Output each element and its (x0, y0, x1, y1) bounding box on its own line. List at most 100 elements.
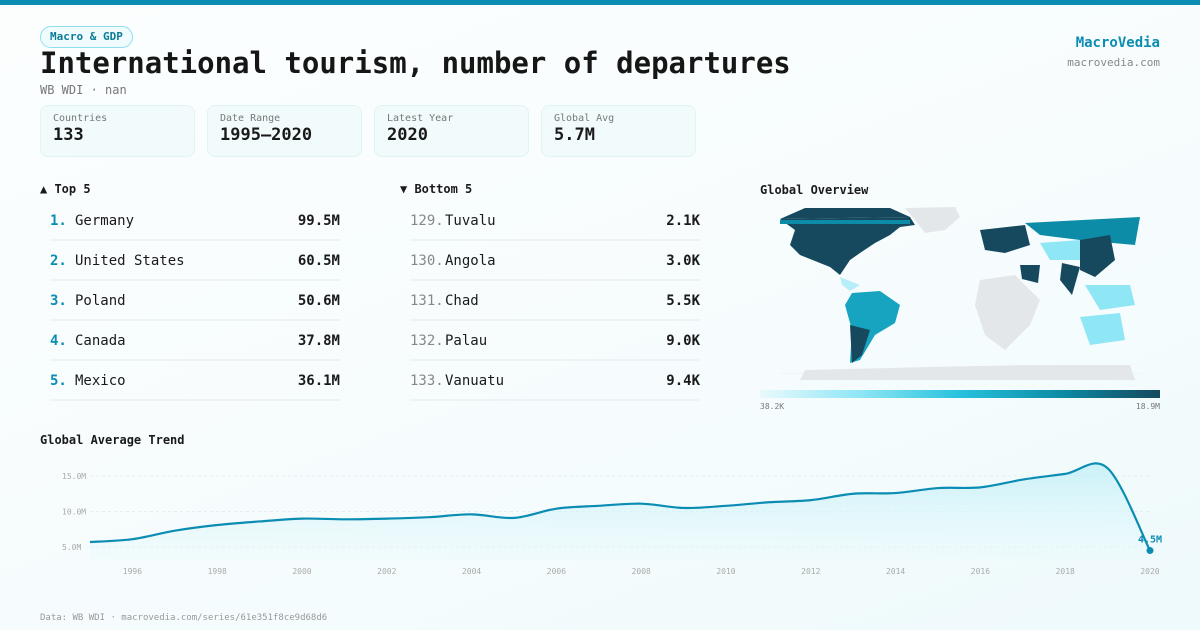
stat-value: 133 (53, 125, 84, 145)
country-name: Vanuatu (445, 373, 505, 389)
southeast-asia[interactable] (1085, 285, 1135, 310)
stat-label: Latest Year (387, 113, 454, 124)
bottom-list-item[interactable]: 129.Tuvalu 2.1K (410, 201, 700, 241)
stat-value: 1995–2020 (220, 125, 313, 145)
x-tick-label: 2016 (971, 567, 990, 576)
stat-latest-year: Latest Year 2020 (374, 105, 529, 157)
country-value: 36.1M (297, 373, 340, 389)
russia[interactable] (1025, 217, 1140, 245)
stat-date-range: Date Range 1995–2020 (207, 105, 362, 157)
x-tick-label: 2014 (886, 567, 905, 576)
y-tick-label: 10.0M (62, 508, 86, 517)
bottom-list-item[interactable]: 131.Chad 5.5K (410, 281, 700, 321)
page-title: International tourism, number of departu… (40, 46, 791, 80)
top5-heading: ▲ Top 5 (40, 182, 91, 196)
rank: 132. (410, 333, 444, 349)
world-map[interactable] (780, 205, 1140, 380)
legend-min: 38.2K (760, 402, 785, 411)
stat-label: Countries (53, 113, 108, 124)
country-name: Germany (75, 213, 135, 229)
australia[interactable] (1080, 313, 1125, 345)
rank: 129. (410, 213, 444, 229)
top-list-item[interactable]: 5. Mexico 36.1M (50, 361, 340, 401)
canada-arctic[interactable] (780, 208, 910, 219)
rank: 2. (50, 253, 67, 269)
brand-logo[interactable]: MacroVedia (1075, 35, 1160, 51)
country-value: 3.0K (666, 253, 700, 269)
bottom-list-item[interactable]: 130.Angola 3.0K (410, 241, 700, 281)
bottom5-heading: ▼ Bottom 5 (400, 182, 473, 196)
rank: 3. (50, 293, 67, 309)
page-subtitle: WB WDI · nan (40, 83, 127, 97)
y-tick-label: 15.0M (62, 472, 86, 481)
x-tick-label: 1996 (123, 567, 142, 576)
country-value: 50.6M (297, 293, 340, 309)
stat-global-avg: Global Avg 5.7M (541, 105, 696, 157)
africa[interactable] (975, 275, 1040, 350)
x-tick-label: 2018 (1056, 567, 1075, 576)
india[interactable] (1060, 263, 1080, 295)
x-tick-label: 1998 (208, 567, 227, 576)
central-asia[interactable] (1040, 240, 1080, 260)
top-list-item[interactable]: 4. Canada 37.8M (50, 321, 340, 361)
country-value: 5.5K (666, 293, 700, 309)
argentina[interactable] (850, 325, 870, 363)
last-value-label: 4.5M (1138, 535, 1162, 546)
country-value: 99.5M (297, 213, 340, 229)
trend-area (90, 463, 1150, 560)
x-tick-label: 2004 (462, 567, 481, 576)
stat-value: 2020 (387, 125, 428, 145)
trend-heading: Global Average Trend (40, 433, 185, 447)
category-badge[interactable]: Macro & GDP (40, 26, 133, 48)
country-name: Canada (75, 333, 126, 349)
antarctica (800, 365, 1135, 380)
x-tick-label: 2020 (1140, 567, 1159, 576)
data-point[interactable] (1146, 547, 1154, 555)
country-value: 37.8M (297, 333, 340, 349)
footer-source: Data: WB WDI · macrovedia.com/series/61e… (40, 613, 328, 623)
top-list-item[interactable]: 2. United States 60.5M (50, 241, 340, 281)
europe[interactable] (980, 225, 1030, 253)
country-name: Tuvalu (445, 213, 496, 229)
country-value: 9.4K (666, 373, 700, 389)
map-heading: Global Overview (760, 183, 869, 197)
x-tick-label: 2012 (801, 567, 820, 576)
stat-label: Date Range (220, 113, 281, 124)
central-america[interactable] (840, 277, 860, 291)
country-name: Angola (445, 253, 496, 269)
brand-url[interactable]: macrovedia.com (1067, 56, 1160, 69)
rank: 4. (50, 333, 67, 349)
trend-chart[interactable]: 5.0M 10.0M 15.0M 1996 1998 2000 2002 2004 2006 20… (0, 450, 1200, 580)
country-name: Mexico (75, 373, 126, 389)
arctic-band (780, 220, 910, 224)
country-value: 2.1K (666, 213, 700, 229)
top-accent-bar (0, 0, 1200, 5)
country-name: Poland (75, 293, 126, 309)
north-america[interactable] (780, 217, 915, 275)
rank: 131. (410, 293, 444, 309)
rank: 133. (410, 373, 444, 389)
country-value: 9.0K (666, 333, 700, 349)
country-name: United States (75, 253, 185, 269)
top-list-item[interactable]: 3. Poland 50.6M (50, 281, 340, 321)
stat-label: Global Avg (554, 113, 615, 124)
bottom-list-item[interactable]: 132.Palau 9.0K (410, 321, 700, 361)
stat-countries: Countries 133 (40, 105, 195, 157)
country-name: Palau (445, 333, 488, 349)
rank: 5. (50, 373, 67, 389)
rank: 1. (50, 213, 67, 229)
country-name: Chad (445, 293, 479, 309)
x-tick-label: 2002 (377, 567, 396, 576)
map-color-legend (760, 390, 1160, 398)
x-tick-label: 2000 (292, 567, 311, 576)
china[interactable] (1080, 235, 1115, 277)
top-list-item[interactable]: 1. Germany 99.5M (50, 201, 340, 241)
x-tick-label: 2010 (716, 567, 735, 576)
bottom-list-item[interactable]: 133.Vanuatu 9.4K (410, 361, 700, 401)
y-tick-label: 5.0M (62, 543, 81, 552)
stat-value: 5.7M (554, 125, 595, 145)
x-tick-label: 2006 (547, 567, 566, 576)
middle-east[interactable] (1020, 265, 1040, 283)
country-value: 60.5M (297, 253, 340, 269)
greenland[interactable] (905, 207, 960, 233)
